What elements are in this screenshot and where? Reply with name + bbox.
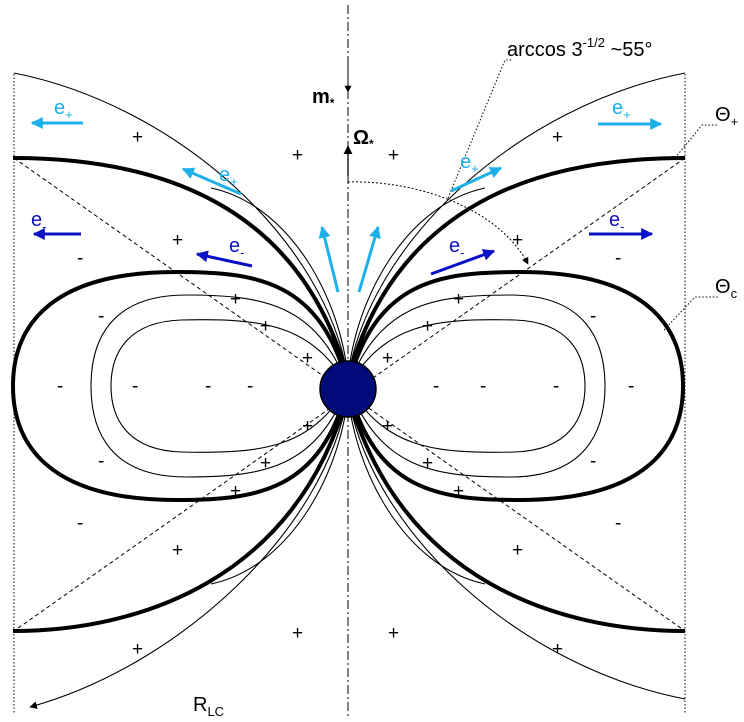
theta-plus-label: Θ+ [715, 104, 738, 129]
positron-arrow [357, 225, 381, 293]
open-field-line-outer-upper-left [13, 72, 349, 379]
plus-sign: + [382, 416, 393, 437]
minus-sign: - [98, 451, 104, 472]
open-field-line-inner-lower-right [347, 393, 486, 585]
open-field-line-inner-upper-right [347, 187, 486, 379]
minus-sign: - [247, 376, 253, 397]
last-open-field-line-lower-left [12, 393, 350, 633]
minus-sign: - [433, 376, 439, 397]
plus-sign: + [512, 230, 523, 251]
plus-sign: + [453, 289, 464, 310]
plus-sign: + [422, 453, 433, 474]
open-field-line-inner-upper-left [210, 187, 349, 379]
plus-sign: + [382, 348, 393, 369]
electron-label: e- [609, 209, 624, 234]
plus-sign: + [292, 145, 303, 166]
plus-sign: + [172, 230, 183, 251]
plus-sign: + [230, 481, 241, 502]
plus-sign: + [388, 145, 399, 166]
minus-sign: - [628, 376, 634, 397]
plus-sign: + [302, 348, 313, 369]
critical-line-2 [13, 157, 686, 632]
open-field-line-outer-upper-right [347, 72, 686, 379]
closed-field-line-middle-left [90, 294, 349, 478]
plus-sign: + [132, 639, 143, 660]
minus-sign: - [553, 376, 559, 397]
positron-arrow [181, 167, 242, 196]
plus-sign: + [388, 623, 399, 644]
plus-sign: + [292, 623, 303, 644]
angle-arc [347, 181, 529, 265]
light-cylinder-label: RLC [193, 694, 224, 719]
electron-arrow [195, 250, 253, 268]
angle-leader-line [447, 59, 512, 199]
positron-label: e+ [612, 97, 631, 122]
rotation-label: Ω* [353, 127, 374, 151]
plus-sign: + [422, 316, 433, 337]
positron-arrow [318, 225, 340, 293]
theta-plus-leader [674, 124, 718, 159]
plus-sign: + [512, 540, 523, 561]
minus-sign: - [590, 451, 596, 472]
closed-field-line-inner-left [110, 319, 349, 453]
minus-sign: - [77, 248, 83, 269]
minus-sign: - [98, 306, 104, 327]
open-field-line-outer-lower-left [29, 393, 349, 709]
positron-label: e+ [219, 164, 238, 189]
plus-sign: + [552, 127, 563, 148]
closed-field-line-last-left [10, 269, 350, 503]
angle-label: arccos 3-1/2 ~55° [507, 35, 652, 61]
last-open-field-line-lower-right [346, 393, 686, 633]
plus-sign: + [172, 540, 183, 561]
plus-sign: + [230, 289, 241, 310]
magnetic-moment-label: m* [312, 86, 335, 110]
electron-label: e- [229, 235, 244, 260]
plus-sign: + [260, 453, 271, 474]
last-open-field-line-upper-right [346, 156, 686, 379]
closed-field-line-last-right [346, 269, 686, 503]
plus-sign: + [260, 316, 271, 337]
electron-label: e- [31, 209, 46, 234]
last-open-field-line-upper-left [12, 156, 350, 379]
minus-sign: - [615, 248, 621, 269]
minus-sign: - [132, 376, 138, 397]
plus-sign: + [302, 416, 313, 437]
minus-sign: - [615, 513, 621, 534]
plus-sign: + [132, 127, 143, 148]
minus-sign: - [77, 513, 83, 534]
negative-charge-signs: - - - - - - - - - - - - - - - - [57, 248, 634, 534]
minus-sign: - [205, 376, 211, 397]
positron-arrow [450, 166, 503, 193]
positive-charge-signs: + + + + + + + + + + + + + + + + + + + + … [132, 127, 563, 660]
neutron-star [319, 360, 377, 418]
theta-c-label: Θc [715, 276, 738, 301]
theta-c-leader [663, 296, 718, 331]
closed-field-line-middle-right [347, 294, 606, 478]
minus-sign: - [480, 376, 486, 397]
open-field-line-outer-lower-right [347, 393, 686, 700]
plus-sign: + [552, 639, 563, 660]
plus-sign: + [453, 481, 464, 502]
open-field-line-inner-lower-left [210, 393, 349, 585]
minus-sign: - [57, 376, 63, 397]
critical-line-1 [13, 157, 686, 632]
positron-label: e+ [460, 151, 479, 176]
electron-arrow [430, 249, 496, 276]
closed-field-line-inner-right [347, 319, 586, 453]
electron-label: e- [449, 235, 464, 260]
positron-label: e+ [54, 97, 73, 122]
minus-sign: - [590, 306, 596, 327]
